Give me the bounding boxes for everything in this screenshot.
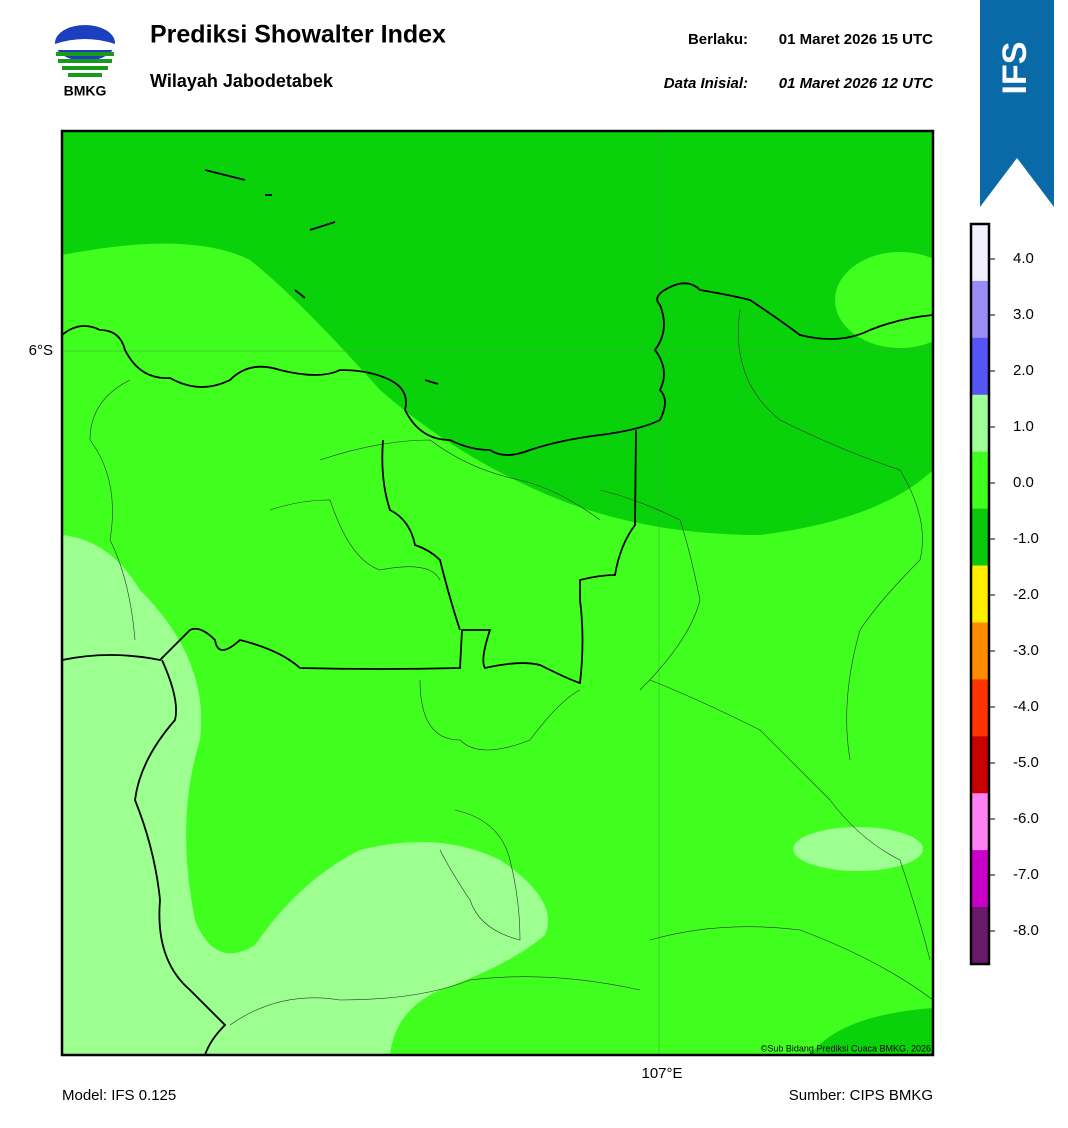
title: Prediksi Showalter Index — [150, 21, 446, 49]
colorbar-label: -3.0 — [1013, 642, 1039, 659]
lon-label: 107°E — [641, 1065, 682, 1082]
colorbar-band — [971, 280, 989, 339]
colorbar-label: -2.0 — [1013, 586, 1039, 603]
colorbar-label: -4.0 — [1013, 698, 1039, 715]
logo-text: BMKG — [64, 83, 107, 99]
bmkg-logo: BMKG — [55, 25, 115, 99]
colorbar-label: -8.0 — [1013, 922, 1039, 939]
subtitle: Wilayah Jabodetabek — [150, 71, 334, 91]
map-frame — [60, 129, 935, 1057]
colorbar-band — [971, 679, 989, 737]
colorbar-label: -5.0 — [1013, 754, 1039, 771]
init-time: 01 Maret 2026 12 UTC — [779, 75, 934, 92]
colorbar-label: -7.0 — [1013, 866, 1039, 883]
colorbar-label: 3.0 — [1013, 306, 1034, 323]
colorbar-band — [971, 508, 989, 567]
colorbar: 4.0 3.0 2.0 1.0 0.0 -1.0 -2.0 -3.0 -4.0 -5.0 -6.0 -… — [969, 222, 1039, 966]
valid-label: Berlaku: — [688, 31, 748, 48]
colorbar-frame — [969, 222, 991, 966]
colorbar-band — [971, 793, 989, 851]
colorbar-band — [971, 451, 989, 510]
colorbar-band — [971, 224, 989, 282]
colorbar-label: 0.0 — [1013, 474, 1034, 491]
colorbar-band — [971, 850, 989, 908]
colorbar-label: 2.0 — [1013, 362, 1034, 379]
map — [62, 131, 933, 1055]
colorbar-label: 1.0 — [1013, 418, 1034, 435]
colorbar-band — [971, 565, 989, 623]
colorbar-band — [971, 907, 989, 965]
colorbar-band — [971, 736, 989, 794]
colorbar-label: -6.0 — [1013, 810, 1039, 827]
credit: ©Sub Bidang Prediksi Cuaca BMKG, 2026 — [761, 1043, 931, 1053]
model: Model: IFS 0.125 — [62, 1087, 176, 1104]
colorbar-label: -1.0 — [1013, 530, 1039, 547]
init-label: Data Inisial: — [664, 75, 748, 92]
colorbar-band — [971, 337, 989, 396]
lat-label: 6°S — [29, 342, 53, 359]
colorbar-band — [971, 394, 989, 453]
source: Sumber: CIPS BMKG — [789, 1087, 933, 1104]
valid-time: 01 Maret 2026 15 UTC — [779, 31, 933, 48]
colorbar-label: 4.0 — [1013, 250, 1034, 267]
badge-text: IFS — [996, 42, 1034, 95]
colorbar-band — [971, 622, 989, 680]
badge — [980, 0, 1054, 207]
